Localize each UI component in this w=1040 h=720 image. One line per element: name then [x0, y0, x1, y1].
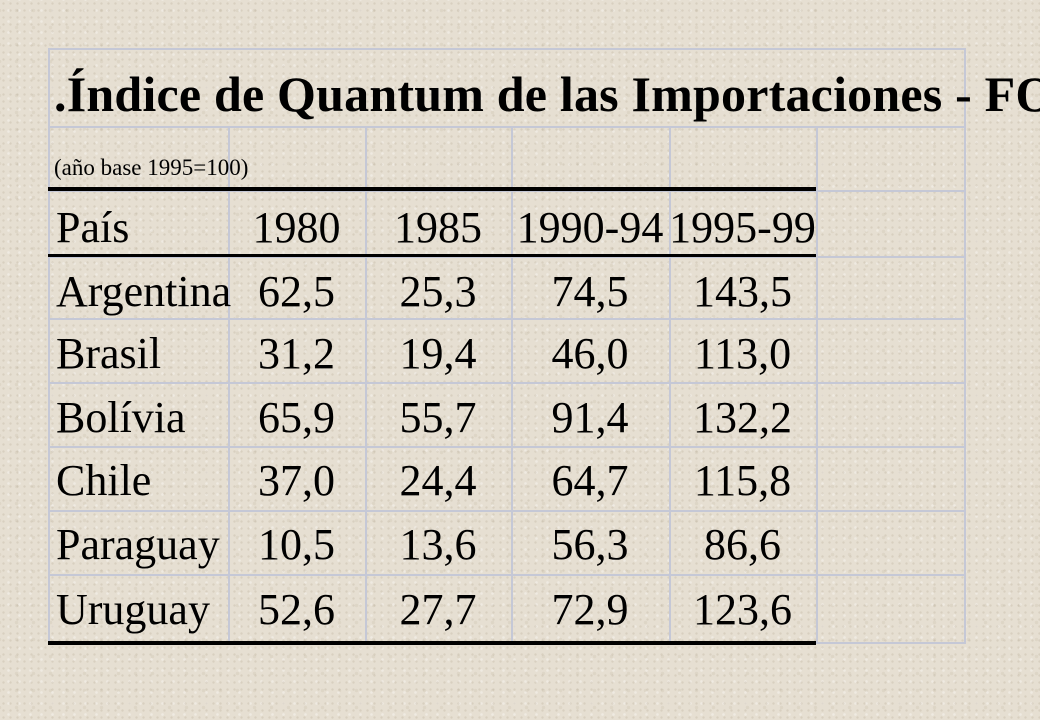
cell-1985: 13,6 — [399, 520, 477, 569]
grid-line-vertical — [228, 126, 230, 644]
cell-1980: 65,9 — [258, 393, 335, 442]
header-1995-99: 1995-99 — [669, 203, 816, 252]
cell-1985: 27,7 — [399, 585, 477, 634]
page-title: .Índice de Quantum de las Importaciones … — [54, 66, 1040, 122]
cell-1990-94: 56,3 — [551, 520, 629, 569]
grid-line-horizontal — [48, 574, 966, 576]
cell-country: Argentina — [56, 267, 232, 316]
cell-1980: 52,6 — [258, 585, 335, 634]
cell-1980: 10,5 — [258, 520, 335, 569]
grid-line-horizontal — [48, 318, 966, 320]
cell-1995-99: 132,2 — [693, 393, 792, 442]
grid-line-horizontal — [48, 256, 966, 258]
cell-country: Chile — [56, 456, 152, 505]
grid-line-horizontal — [48, 382, 966, 384]
table-subtitle: (año base 1995=100) — [54, 155, 249, 180]
grid-line-horizontal — [48, 446, 966, 448]
cell-1995-99: 113,0 — [693, 329, 792, 378]
header-country: País — [56, 203, 130, 252]
cell-country: Uruguay — [56, 585, 210, 634]
grid-line-vertical — [365, 126, 367, 644]
cell-country: Paraguay — [56, 520, 220, 569]
grid-line-horizontal — [48, 48, 966, 50]
table-bottom-rule — [48, 641, 816, 645]
cell-1985: 55,7 — [399, 393, 477, 442]
cell-1990-94: 91,4 — [551, 393, 629, 442]
header-top-rule — [48, 187, 816, 191]
cell-1980: 37,0 — [258, 456, 335, 505]
cell-1985: 24,4 — [399, 456, 477, 505]
cell-1985: 25,3 — [399, 267, 477, 316]
cell-1985: 19,4 — [399, 329, 477, 378]
grid-line-vertical — [511, 126, 513, 644]
header-bottom-rule — [48, 254, 816, 257]
header-1985: 1985 — [394, 203, 482, 252]
cell-1995-99: 86,6 — [704, 520, 781, 569]
cell-1980: 62,5 — [258, 267, 335, 316]
grid-line-horizontal — [48, 190, 966, 192]
header-1990-94: 1990-94 — [516, 203, 664, 252]
grid-line-vertical — [964, 48, 966, 644]
cell-1990-94: 74,5 — [551, 267, 629, 316]
cell-country: Brasil — [56, 329, 162, 378]
cell-1990-94: 72,9 — [551, 585, 629, 634]
cell-1980: 31,2 — [258, 329, 335, 378]
grid-line-vertical — [669, 126, 671, 644]
cell-1990-94: 64,7 — [551, 456, 629, 505]
cell-1995-99: 143,5 — [693, 267, 792, 316]
cell-1990-94: 46,0 — [551, 329, 629, 378]
cell-1995-99: 123,6 — [693, 585, 792, 634]
grid-line-horizontal — [48, 126, 966, 128]
grid-line-vertical — [816, 126, 818, 644]
grid-line-horizontal — [48, 510, 966, 512]
cell-country: Bolívia — [56, 393, 186, 442]
grid-line-vertical — [48, 48, 50, 644]
cell-1995-99: 115,8 — [693, 456, 792, 505]
header-1980: 1980 — [252, 203, 341, 252]
